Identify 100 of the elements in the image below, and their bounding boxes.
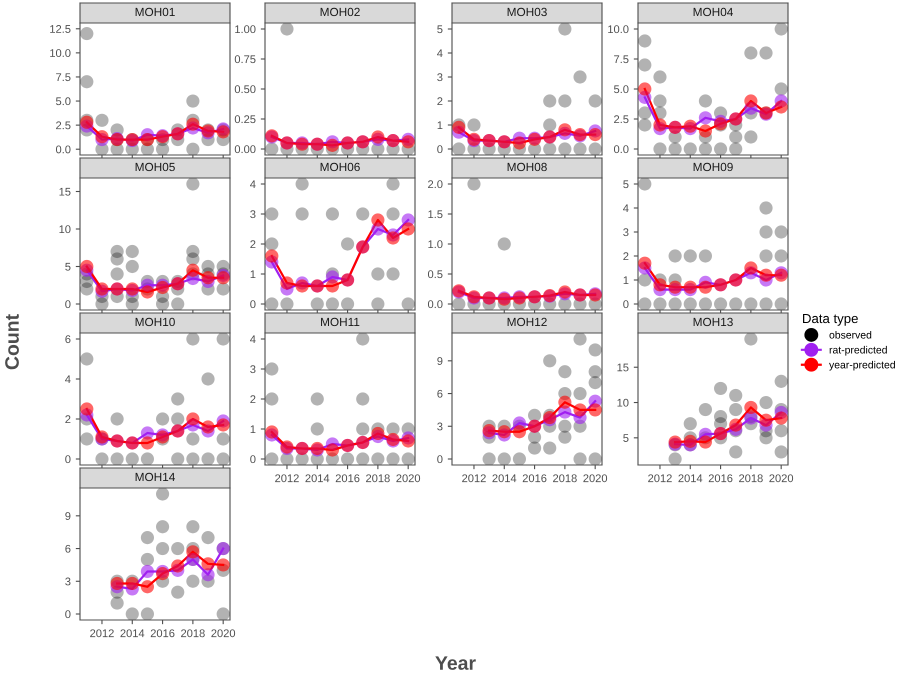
point	[265, 425, 278, 439]
chart-title: MOH05	[136, 162, 175, 172]
point	[653, 94, 667, 108]
point	[326, 207, 340, 221]
y-tick-label: 10	[617, 398, 629, 407]
y-tick-label: 0	[623, 300, 629, 308]
point	[498, 425, 511, 438]
point	[326, 297, 340, 310]
x-tick-label: 2018	[739, 474, 763, 482]
chart-title: MOH04	[694, 8, 733, 16]
y-tick-label: 0	[437, 455, 443, 464]
point	[201, 531, 215, 544]
point	[759, 396, 773, 410]
point	[326, 138, 340, 152]
point	[186, 118, 200, 131]
y-tick-label: 10.0	[50, 49, 71, 58]
chart-title: MOH12	[508, 318, 547, 326]
point	[171, 586, 184, 599]
point	[95, 282, 109, 296]
point	[638, 106, 652, 120]
point	[573, 452, 587, 465]
point	[729, 142, 742, 155]
point	[698, 435, 712, 449]
point	[558, 365, 572, 378]
point	[668, 452, 682, 465]
point	[356, 452, 370, 465]
point	[156, 542, 170, 556]
y-tick-label: 4	[250, 180, 256, 188]
point	[80, 27, 94, 40]
point	[186, 333, 200, 346]
point	[156, 297, 170, 310]
y-tick-label: 0.5	[428, 270, 443, 278]
point	[759, 268, 773, 282]
point	[265, 207, 278, 221]
point	[558, 23, 572, 36]
point	[186, 520, 200, 534]
point	[653, 118, 667, 132]
point	[729, 388, 742, 402]
legend-label: observed	[829, 330, 872, 339]
point	[452, 142, 466, 155]
point	[216, 271, 230, 284]
point	[216, 333, 230, 346]
point	[588, 128, 602, 142]
point	[759, 249, 773, 263]
y-tick-label: 3	[250, 365, 256, 374]
point	[280, 297, 294, 310]
point	[558, 123, 572, 136]
point	[95, 114, 109, 127]
point	[186, 574, 200, 588]
y-tick-label: 1	[438, 121, 442, 130]
y-tick-label: 3	[65, 578, 70, 586]
point	[186, 452, 200, 465]
y-tick-label: 3	[250, 210, 256, 218]
point	[265, 142, 278, 155]
point	[171, 412, 184, 426]
x-tick-label: 2014	[305, 474, 330, 482]
point	[80, 282, 94, 296]
point	[265, 452, 278, 465]
y-tick-label: 0.00	[234, 145, 256, 154]
point	[729, 418, 742, 432]
point	[543, 410, 556, 424]
point	[588, 343, 602, 356]
y-tick-label: 1.0	[428, 240, 443, 248]
point	[356, 207, 370, 221]
point	[402, 135, 415, 148]
y-tick-label: 0.75	[234, 55, 256, 64]
chart-title: MOH06	[320, 162, 360, 172]
point	[95, 130, 109, 144]
x-tick-label: 2014	[120, 629, 144, 638]
point	[201, 557, 215, 570]
point	[698, 94, 712, 108]
point	[759, 414, 773, 427]
legend-label: rat-predicted	[830, 346, 887, 356]
point	[638, 297, 652, 310]
point	[774, 100, 788, 114]
chart-title: MOH10	[136, 318, 175, 326]
y-tick-label: 1.00	[235, 25, 256, 34]
point	[653, 142, 667, 155]
point	[280, 23, 294, 36]
point	[156, 280, 170, 294]
point	[698, 280, 712, 294]
point	[265, 392, 278, 406]
chart-title: MOH09	[694, 162, 733, 172]
point	[171, 542, 184, 556]
point	[371, 297, 384, 310]
y-tick-label: 0.0	[428, 300, 443, 308]
point	[684, 280, 697, 294]
y-tick-label: 0	[250, 455, 256, 464]
point	[558, 430, 572, 444]
x-tick-label: 2012	[462, 474, 486, 482]
point	[265, 297, 278, 310]
y-tick-label: 1	[250, 270, 256, 278]
chart-title: MOH01	[136, 8, 175, 16]
point	[265, 362, 278, 376]
point	[186, 142, 200, 155]
point	[140, 531, 154, 544]
chart-title: MOH11	[321, 318, 360, 326]
point	[140, 452, 154, 465]
point	[280, 276, 294, 290]
point	[186, 412, 200, 426]
